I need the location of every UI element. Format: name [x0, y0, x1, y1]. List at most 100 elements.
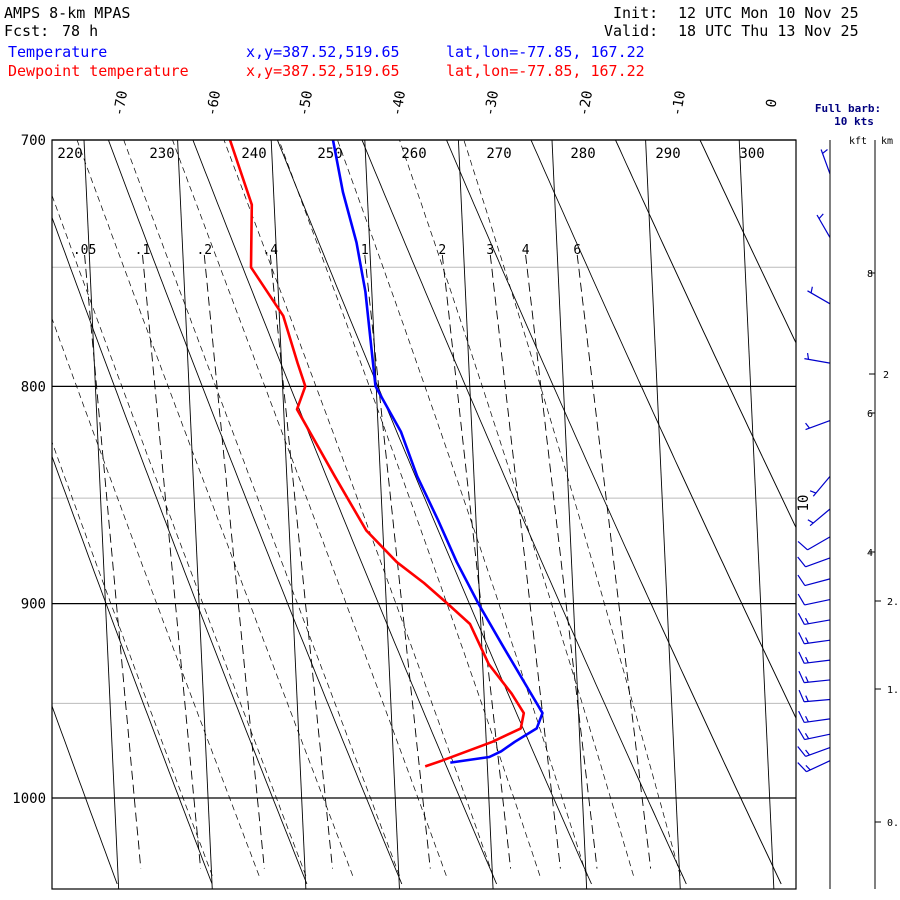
- temperature-tick-label: -70: [111, 89, 131, 117]
- mixing-ratio-label: 6: [573, 243, 581, 258]
- wind-barb-feather: [806, 352, 810, 360]
- moist-adiabat-line: [52, 194, 307, 876]
- full-barb-legend-line2: 10 kts: [834, 115, 874, 128]
- isotherm-line: [551, 140, 588, 889]
- isotherm-line: [364, 140, 400, 889]
- dry-adiabat-line: [107, 140, 403, 885]
- dry-adiabat-line: [530, 140, 796, 720]
- wind-barb: [816, 213, 831, 238]
- dry-adiabat-line: [52, 704, 118, 885]
- wind-barb: [798, 670, 831, 684]
- theta-label: 230: [149, 146, 174, 162]
- moist-adiabat-line: [52, 317, 260, 876]
- mixing-ratio-label: .1: [135, 243, 151, 258]
- wind-barb: [807, 286, 831, 305]
- wind-barb-staff: [804, 578, 831, 587]
- wind-barb-feather: [798, 710, 805, 723]
- moist-adiabat-line: [463, 140, 681, 876]
- wind-barb: [797, 556, 831, 568]
- isotherm-line: [738, 140, 775, 889]
- wind-barb-staff: [820, 149, 831, 175]
- isotherm-line: [833, 140, 868, 889]
- wind-barb: [807, 508, 831, 527]
- wind-barb-feather: [810, 286, 813, 294]
- valid-value: 18 UTC Thu 13 Nov 25: [678, 22, 859, 40]
- wind-barb: [798, 689, 831, 703]
- temperature-tick-label: -50: [296, 89, 316, 117]
- dry-adiabat-line: [699, 140, 796, 344]
- mixing-ratio-line: [576, 254, 652, 869]
- km-tick-label: 2.: [887, 597, 899, 608]
- wind-barb: [797, 613, 831, 626]
- temperature-legend-label: Temperature: [8, 43, 108, 61]
- plot-frame: [51, 139, 797, 890]
- theta-label: 240: [241, 146, 266, 162]
- dewpoint-legend-label: Dewpoint temperature: [8, 62, 189, 80]
- wind-barb: [797, 593, 831, 606]
- temperature-tick-label: -30: [482, 89, 502, 117]
- wind-barb-feather: [805, 715, 809, 723]
- wind-barb-staff: [804, 718, 831, 724]
- wind-barb-feather: [804, 617, 810, 625]
- wind-barb-staff: [804, 619, 831, 626]
- wind-barb-feather: [797, 593, 806, 606]
- mixing-ratio-label: 4: [522, 243, 530, 258]
- mixing-ratio-label: 2: [438, 243, 446, 258]
- wind-barb-feather: [805, 695, 809, 702]
- wind-barb-feather: [798, 689, 805, 702]
- kft-axis-label: kft: [849, 136, 867, 147]
- theta-label: 280: [570, 146, 595, 162]
- moist-adiabat-line: [123, 140, 400, 876]
- pressure-tick-label: 700: [21, 133, 46, 149]
- theta-label: 270: [486, 146, 511, 162]
- wind-barb-staff: [804, 659, 831, 664]
- wind-barb: [805, 420, 831, 431]
- wind-barb-feather: [798, 632, 805, 645]
- mixing-ratio-label: .2: [196, 243, 212, 258]
- temperature-tick-label: 0: [763, 98, 780, 109]
- mixing-ratio-label: 1: [361, 243, 369, 258]
- mixing-ratio-line: [269, 254, 333, 869]
- wind-barb-feather: [797, 746, 807, 757]
- wind-barb: [798, 710, 831, 724]
- isotherm-line: [645, 140, 681, 889]
- wind-barb-staff: [809, 508, 831, 527]
- temperature-latlon: lat,lon=-77.85, 167.22: [446, 43, 645, 61]
- barb-speed-label: 10: [796, 495, 812, 512]
- moist-adiabat-line: [172, 140, 447, 876]
- km-tick-label: 1.: [887, 685, 899, 696]
- dry-adiabat-line: [615, 140, 796, 529]
- temperature-tick-label: -10: [669, 89, 689, 117]
- dry-adiabat-line: [0, 140, 22, 884]
- mixing-ratio-label: .05: [73, 243, 96, 258]
- init-label: Init:: [613, 4, 659, 22]
- theta-label: 290: [655, 146, 680, 162]
- wind-barb: [798, 632, 831, 645]
- wind-barb: [820, 149, 831, 175]
- isotherm-line: [83, 140, 120, 889]
- wind-barb: [798, 651, 831, 664]
- moist-adiabat-line: [52, 440, 213, 876]
- mixing-ratio-label: 3: [486, 243, 494, 258]
- wind-barb: [797, 574, 831, 587]
- mixing-ratio-line: [489, 254, 561, 869]
- dry-adiabat-line: [52, 455, 213, 885]
- wind-barb-staff: [804, 679, 831, 684]
- temperature-xy: x,y=387.52,519.65: [246, 43, 400, 61]
- wind-barb-feather: [822, 149, 828, 154]
- wind-barb-feather: [818, 213, 824, 220]
- dry-adiabat-line: [361, 140, 687, 885]
- pressure-tick-label: 900: [21, 597, 46, 613]
- kft-tick-label: 6: [867, 409, 873, 420]
- init-value: 12 UTC Mon 10 Nov 25: [678, 4, 859, 22]
- isotherm-line: [177, 140, 213, 889]
- wind-barb-feather: [805, 637, 809, 644]
- wind-barb-staff: [807, 290, 831, 305]
- dry-adiabat-line: [192, 140, 498, 885]
- wind-barb-feather: [805, 764, 811, 771]
- wind-barb: [797, 760, 831, 773]
- wind-barb-staff: [806, 760, 831, 773]
- full-barb-legend-line1: Full barb:: [815, 102, 881, 115]
- wind-barb-staff: [807, 536, 831, 551]
- fcst-label: Fcst:: [4, 22, 50, 40]
